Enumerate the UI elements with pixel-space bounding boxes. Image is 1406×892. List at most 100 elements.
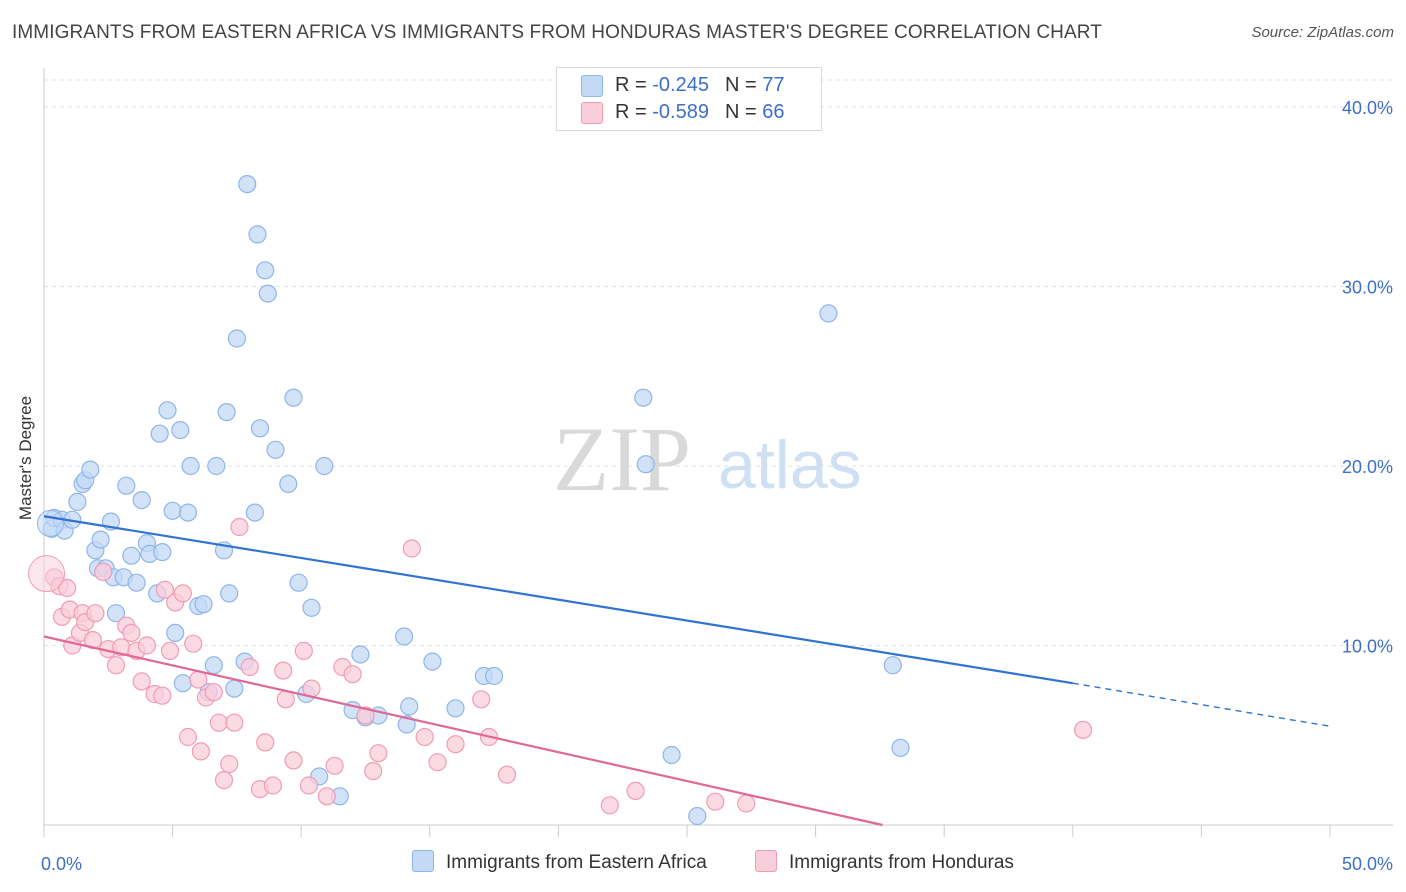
point-honduras: [284, 751, 303, 770]
legend-row-eastern-africa: R = -0.245 N = 77: [581, 74, 784, 100]
legend-r-label: R =: [615, 101, 653, 123]
point-honduras: [317, 787, 336, 806]
point-honduras: [160, 641, 180, 661]
watermark-atlas: atlas: [718, 427, 862, 503]
axes: [43, 68, 1393, 837]
point-eastern-africa: [127, 573, 146, 592]
point-eastern-africa: [166, 623, 185, 643]
point-eastern-africa: [178, 503, 198, 522]
y-tick-label: 10.0%: [1342, 636, 1393, 656]
point-eastern-africa: [245, 503, 264, 522]
point-honduras: [276, 690, 295, 709]
trend-line-eastern-africa: [43, 515, 1073, 685]
point-honduras: [369, 744, 388, 763]
chart-title: IMMIGRANTS FROM EASTERN AFRICA VS IMMIGR…: [12, 22, 1102, 43]
point-eastern-africa: [173, 674, 192, 693]
point-eastern-africa: [150, 424, 169, 443]
point-eastern-africa: [256, 261, 275, 280]
point-eastern-africa: [250, 419, 270, 438]
point-honduras: [240, 657, 259, 677]
point-eastern-africa: [397, 715, 416, 734]
point-eastern-africa: [91, 530, 110, 549]
point-eastern-africa: [395, 627, 414, 646]
point-honduras: [428, 753, 447, 772]
point-honduras: [737, 794, 756, 813]
bottom-legend-eastern-africa: Immigrants from Eastern Africa: [412, 850, 707, 874]
point-honduras: [600, 796, 619, 815]
point-eastern-africa: [106, 604, 126, 623]
bottom-legend-swatch-eastern-africa: [412, 850, 434, 872]
point-eastern-africa: [194, 595, 213, 614]
point-eastern-africa: [266, 440, 285, 459]
point-eastern-africa: [302, 598, 321, 617]
point-eastern-africa: [207, 456, 226, 476]
point-eastern-africa: [485, 666, 504, 686]
point-honduras: [364, 761, 383, 781]
point-eastern-africa: [158, 401, 177, 420]
legend-r-label: R =: [615, 74, 653, 96]
point-eastern-africa: [132, 491, 151, 510]
point-honduras: [446, 735, 465, 754]
point-eastern-africa: [225, 679, 244, 698]
point-honduras: [191, 742, 210, 761]
point-honduras: [137, 636, 156, 655]
point-eastern-africa: [883, 656, 902, 675]
point-eastern-africa: [122, 546, 141, 565]
point-eastern-africa: [220, 584, 239, 603]
bottom-legend-swatch-honduras: [755, 850, 777, 872]
point-eastern-africa: [891, 738, 910, 757]
legend-n-label: N =: [724, 101, 763, 123]
trend-line-eastern-africa-extension: [1072, 682, 1331, 727]
point-honduras: [184, 634, 203, 653]
point-eastern-africa: [117, 476, 136, 495]
point-eastern-africa: [688, 806, 707, 826]
point-eastern-africa: [423, 652, 442, 671]
point-honduras: [1073, 720, 1093, 740]
point-honduras: [86, 604, 105, 623]
bottom-legend-label: Immigrants from Honduras: [789, 852, 1014, 874]
point-eastern-africa: [351, 645, 370, 664]
legend-r-value: -0.589: [652, 101, 709, 123]
point-eastern-africa: [204, 656, 223, 675]
point-honduras: [263, 776, 282, 795]
point-eastern-africa: [153, 542, 172, 562]
x-tick-label: 50.0%: [1342, 854, 1393, 874]
point-honduras: [153, 686, 172, 705]
legend-n-label: N =: [724, 74, 763, 96]
point-eastern-africa: [636, 455, 655, 474]
point-eastern-africa: [819, 304, 838, 323]
y-tick-label: 20.0%: [1342, 457, 1393, 477]
point-eastern-africa: [400, 697, 419, 716]
point-eastern-africa: [171, 421, 190, 440]
point-honduras: [626, 781, 645, 801]
point-honduras: [497, 765, 517, 784]
point-honduras: [204, 683, 223, 702]
point-honduras: [294, 641, 313, 661]
x-tick-label: 0.0%: [41, 854, 82, 874]
legend-r-value: -0.245: [652, 74, 709, 96]
point-honduras: [299, 776, 318, 795]
point-eastern-africa: [279, 474, 298, 493]
point-honduras: [402, 539, 421, 558]
point-eastern-africa: [315, 456, 334, 476]
legend-swatch-honduras: [581, 101, 603, 124]
point-honduras: [209, 713, 228, 732]
y-tick-label: 40.0%: [1342, 98, 1393, 118]
legend-n-value: 77: [762, 74, 785, 96]
point-honduras: [225, 713, 244, 732]
point-honduras: [173, 584, 192, 603]
point-eastern-africa: [284, 388, 303, 407]
point-honduras: [325, 756, 344, 775]
y-tick-label: 30.0%: [1342, 277, 1393, 297]
point-eastern-africa: [163, 501, 182, 520]
point-honduras: [356, 706, 375, 725]
series-honduras-points: [45, 517, 1093, 815]
chart-source: Source: ZipAtlas.com: [1251, 24, 1394, 41]
point-honduras: [256, 733, 275, 752]
legend-n-value: 66: [762, 101, 785, 123]
point-eastern-africa: [227, 329, 246, 348]
point-honduras: [155, 580, 174, 599]
point-honduras: [415, 727, 434, 747]
point-honduras: [274, 661, 293, 680]
